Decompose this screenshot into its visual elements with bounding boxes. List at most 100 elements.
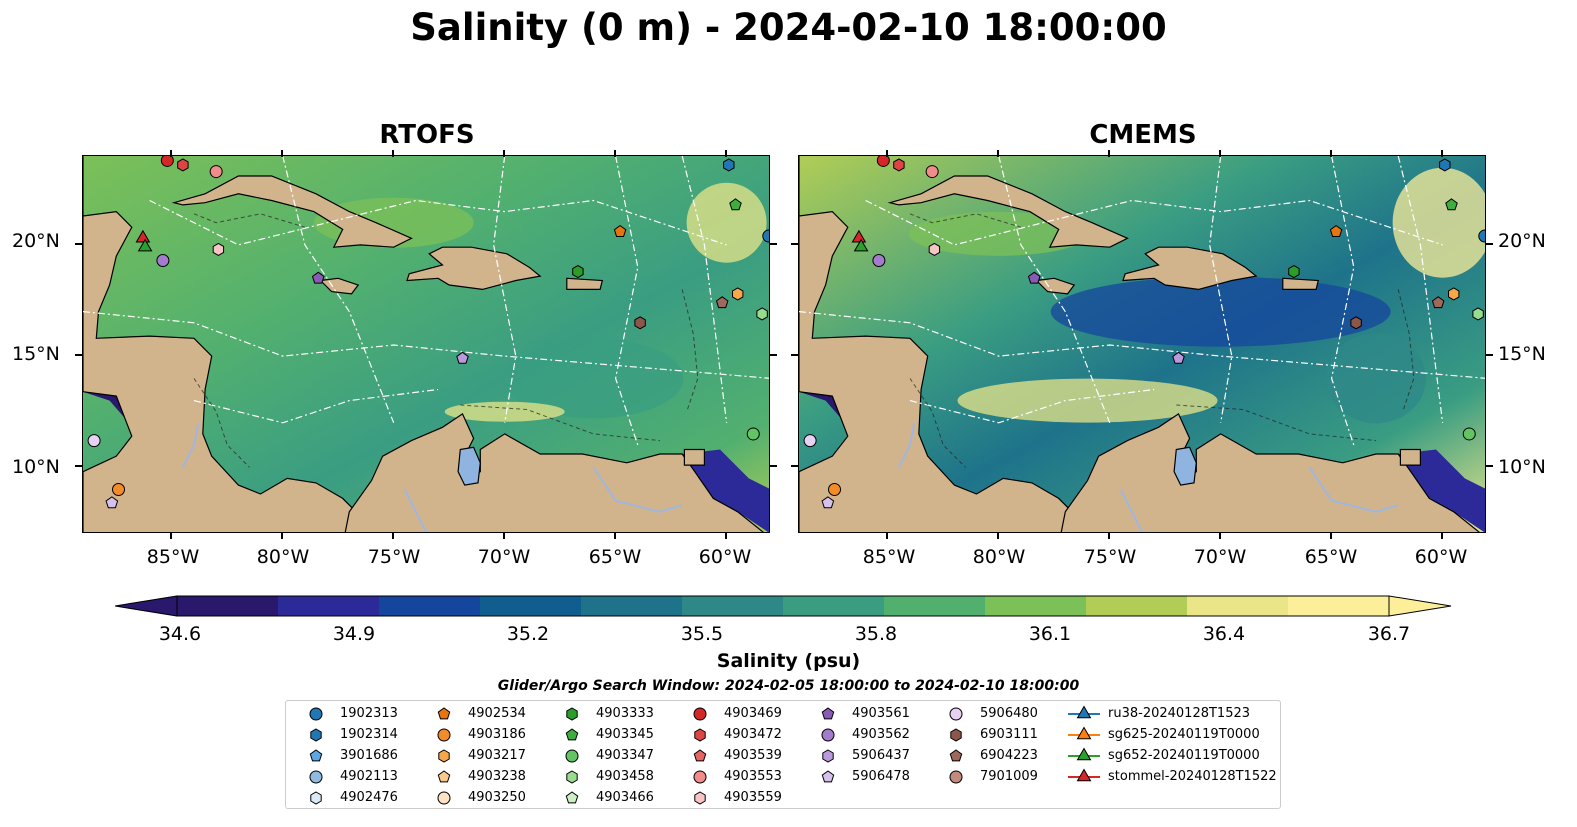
float-marker-7 — [634, 316, 646, 330]
float-marker-9 — [1027, 271, 1041, 284]
lon-label-85w-left: 85°W — [146, 546, 200, 568]
float-marker-5 — [1448, 287, 1460, 301]
land-cuba — [171, 175, 413, 248]
colorbar-label: Salinity (psu) — [716, 650, 861, 672]
legend-marker-icon — [437, 707, 451, 720]
legend-marker-icon — [949, 707, 963, 721]
panel-title-rtofs: RTOFS — [379, 120, 475, 150]
legend-label: 4902534 — [468, 706, 526, 721]
legend-marker-icon — [1068, 768, 1100, 782]
legend-label: ru38-20240128T1523 — [1108, 706, 1251, 721]
float-marker-18 — [87, 434, 101, 448]
bathymetry-contour — [1397, 289, 1415, 412]
bathymetry-contour — [909, 378, 966, 468]
bathymetry-contour — [193, 213, 306, 228]
lat-tick — [791, 354, 799, 357]
legend-marker — [437, 707, 451, 720]
cb-tick-36-7: 36.7 — [1367, 623, 1411, 645]
legend-label: 1902314 — [340, 727, 398, 742]
lon-tick — [280, 150, 283, 157]
colorbar-frame — [176, 595, 1390, 617]
bathymetry-contour — [909, 213, 1022, 228]
legend-marker — [565, 728, 579, 741]
land-south-america — [344, 413, 764, 532]
legend-marker — [310, 728, 322, 742]
lon-label-75w-left: 75°W — [367, 546, 421, 568]
colorbar-swatch — [379, 596, 481, 616]
legend-marker-icon — [566, 770, 578, 784]
legend-marker-icon — [309, 770, 323, 784]
lon-tick — [1440, 150, 1443, 157]
legend-label: 4903553 — [724, 769, 782, 784]
cb-tick-34-9: 34.9 — [332, 623, 376, 645]
land-trinidad — [1399, 448, 1422, 466]
rtofs-salinity-map — [83, 156, 769, 532]
colorbar-swatches — [114, 595, 1452, 617]
lat-tick — [1485, 354, 1493, 357]
boundary-line — [492, 156, 517, 423]
legend-marker — [693, 749, 707, 762]
cb-tick-35-5: 35.5 — [680, 623, 724, 645]
legend-marker — [694, 791, 706, 805]
lat-tick — [769, 242, 777, 245]
legend-label: sg652-20240119T0000 — [1108, 748, 1260, 763]
float-marker-3 — [756, 307, 768, 321]
salinity-patch — [1392, 167, 1485, 278]
legend-label: 4903250 — [468, 790, 526, 805]
legend-marker-icon — [566, 707, 578, 721]
legend-marker — [821, 707, 835, 720]
lon-label-65w-right: 65°W — [1304, 546, 1358, 568]
legend-marker-icon — [821, 707, 835, 720]
map-panel-cmems — [798, 155, 1486, 533]
cb-tick-35-8: 35.8 — [854, 623, 898, 645]
legend-marker-icon — [309, 707, 323, 721]
lat-tick — [769, 465, 777, 468]
float-marker-7 — [1350, 316, 1362, 330]
legend-marker-icon — [438, 749, 450, 763]
float-marker-0 — [1478, 229, 1485, 243]
lon-tick — [1329, 150, 1332, 157]
legend-marker-icon — [1068, 705, 1100, 719]
legend-marker — [693, 707, 707, 721]
float-marker-3 — [1472, 307, 1484, 321]
legend-marker — [949, 707, 963, 721]
legend-label: 4902113 — [340, 769, 398, 784]
float-marker-19 — [828, 483, 842, 497]
float-marker-10 — [456, 351, 469, 364]
lon-label-85w-right: 85°W — [862, 546, 916, 568]
boundary-line — [865, 199, 1443, 246]
legend-marker — [310, 791, 322, 805]
legend-marker — [309, 707, 323, 721]
land-hispaniola — [1122, 246, 1258, 291]
lon-tick — [724, 150, 727, 157]
lon-tick — [502, 532, 505, 539]
legend-marker-icon — [310, 791, 322, 805]
legend-label: 4903345 — [596, 727, 654, 742]
lat-tick — [75, 465, 83, 468]
float-marker-8 — [572, 265, 584, 279]
lat-tick — [1485, 242, 1493, 245]
legend-marker-icon — [565, 728, 579, 741]
land-maracaibo — [1173, 446, 1197, 486]
cb-tick-34-6: 34.6 — [158, 623, 202, 645]
colorbar-swatch — [884, 596, 986, 616]
legend-marker — [949, 770, 963, 784]
land-central-america — [799, 156, 1071, 532]
legend-label: 4903238 — [468, 769, 526, 784]
river-line — [1119, 489, 1144, 532]
legend-marker — [309, 770, 323, 784]
lon-tick — [885, 150, 888, 157]
lat-label-20n-right: 20°N — [1498, 230, 1546, 252]
lon-label-60w-right: 60°W — [1414, 546, 1468, 568]
float-marker-9 — [311, 271, 325, 284]
legend-marker — [437, 791, 451, 805]
legend-label: 4903347 — [596, 748, 654, 763]
lon-tick — [391, 532, 394, 539]
lon-tick — [1218, 150, 1221, 157]
lat-label-15n-left: 15°N — [12, 343, 60, 365]
lat-tick — [791, 465, 799, 468]
legend-label: 4903458 — [596, 769, 654, 784]
bathymetry-contour — [460, 404, 661, 442]
lat-tick — [769, 354, 777, 357]
cb-tick-35-2: 35.2 — [506, 623, 550, 645]
